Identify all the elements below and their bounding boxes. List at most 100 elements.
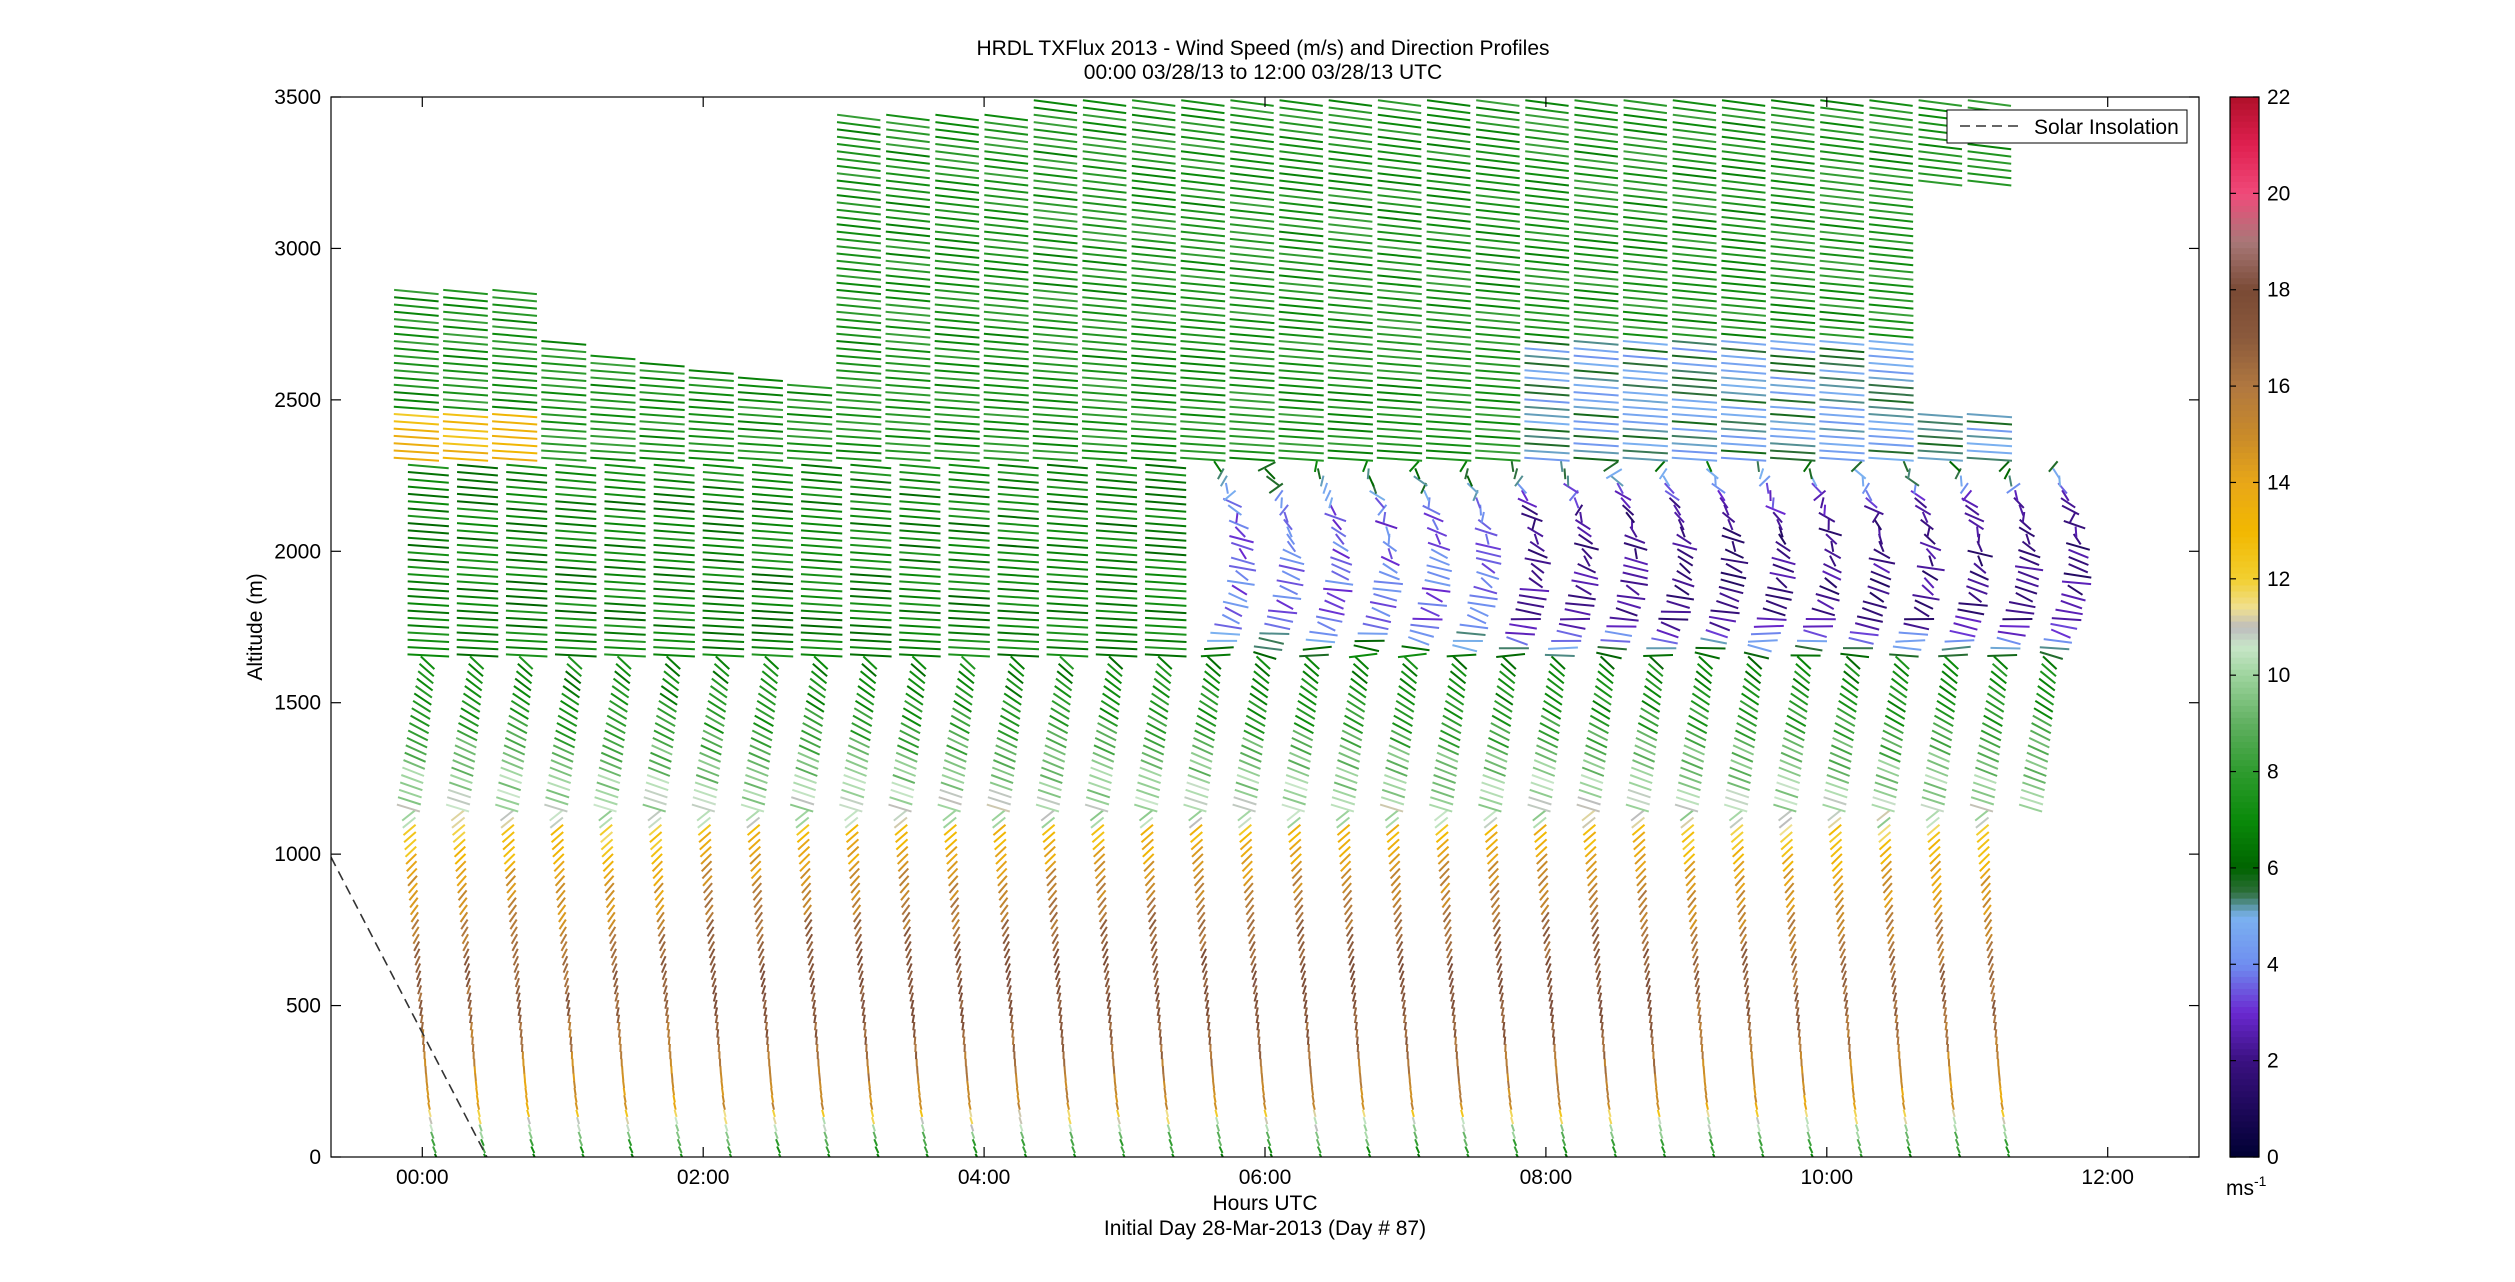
wind-barb: [1426, 288, 1471, 296]
wind-barb: [1698, 655, 1714, 670]
wind-barb: [688, 413, 734, 419]
wind-barb: [506, 882, 517, 894]
wind-barb: [796, 759, 819, 770]
colorbar-band: [2230, 506, 2259, 514]
wind-barb: [1282, 796, 1306, 806]
wind-barb: [1593, 941, 1600, 952]
wind-barb: [1144, 631, 1187, 636]
wind-barb: [1795, 663, 1811, 677]
wind-barb: [1113, 1080, 1117, 1089]
wind-barb: [813, 1021, 818, 1031]
colorbar-band: [2230, 608, 2259, 616]
wind-barb: [1386, 831, 1400, 844]
wind-barb: [1311, 1094, 1315, 1103]
wind-barb: [1399, 677, 1417, 692]
wind-barb: [983, 456, 1029, 462]
wind-barb: [512, 692, 531, 706]
wind-barb: [462, 692, 482, 706]
wind-barb: [1868, 310, 1914, 317]
wind-barb: [1721, 369, 1767, 375]
wind-barb: [801, 729, 822, 742]
wind-barb: [1299, 963, 1306, 974]
wind-barb: [1896, 1029, 1899, 1038]
wind-barb: [1396, 692, 1416, 706]
wind-barb: [1146, 897, 1156, 909]
wind-barb: [1180, 150, 1225, 158]
wind-barb: [1101, 941, 1109, 952]
wind-barb: [567, 655, 583, 670]
wind-barb: [541, 398, 587, 404]
wind-barb: [1868, 303, 1914, 310]
wind-barb: [456, 595, 499, 600]
wind-barb: [1302, 992, 1308, 1002]
wind-barb: [1574, 519, 1591, 531]
wind-barb: [1819, 281, 1865, 288]
wind-barb: [1328, 186, 1373, 194]
wind-barb: [1284, 781, 1308, 792]
wind-barb: [1676, 569, 1693, 582]
wind-barb: [860, 999, 866, 1009]
wind-barb: [1435, 759, 1458, 770]
wind-barb: [595, 788, 619, 799]
wind-barb: [463, 955, 470, 966]
wind-barb: [1081, 434, 1128, 440]
wind-barb: [1289, 845, 1302, 858]
wind-barb: [1770, 150, 1815, 158]
wind-barb: [1684, 860, 1696, 872]
wind-barb: [1868, 245, 1914, 252]
wind-barb: [1116, 1116, 1121, 1125]
wind-barb: [1620, 497, 1631, 509]
wind-barb: [456, 543, 499, 549]
wind-barb: [615, 999, 620, 1009]
wind-barb: [399, 781, 423, 792]
wind-barb: [1969, 803, 1994, 813]
wind-barb: [455, 736, 477, 749]
wind-barb: [1914, 504, 1932, 516]
wind-barb: [1801, 1080, 1805, 1089]
wind-barb: [402, 823, 417, 836]
wind-barb: [836, 369, 882, 375]
wind-barb: [1622, 325, 1668, 332]
wind-barb: [1496, 653, 1526, 658]
wind-barb: [1102, 692, 1121, 706]
wind-barb: [1581, 809, 1596, 822]
wind-barb: [1544, 653, 1575, 657]
wind-barb: [541, 456, 587, 462]
wind-barb: [1479, 796, 1503, 806]
wind-barb: [1738, 919, 1747, 930]
wind-barb: [1298, 948, 1306, 959]
wind-barb: [505, 573, 548, 578]
wind-barb: [1229, 434, 1275, 440]
wind-barb: [1144, 867, 1155, 880]
wind-barb: [1514, 475, 1524, 487]
wind-barb: [1790, 692, 1809, 706]
wind-barb: [814, 1029, 818, 1038]
wind-barb: [1855, 1131, 1861, 1139]
wind-barb: [1633, 838, 1646, 851]
colorbar-band: [2230, 753, 2259, 761]
colorbar-band: [2230, 747, 2259, 755]
wind-barb: [691, 803, 716, 813]
wind-barb: [1095, 587, 1138, 593]
wind-barb: [1778, 526, 1784, 538]
wind-barb: [1033, 150, 1078, 158]
wind-barb: [1377, 135, 1422, 144]
wind-barb: [898, 867, 910, 880]
wind-barb: [899, 595, 941, 600]
colorbar-band: [2230, 777, 2259, 785]
wind-barb: [1452, 655, 1468, 670]
wind-barb: [1721, 157, 1766, 165]
wind-barb: [442, 449, 489, 455]
wind-barb: [1672, 143, 1717, 151]
wind-barb: [675, 1131, 681, 1139]
wind-barb: [612, 970, 618, 981]
wind-barb: [1057, 999, 1062, 1009]
wind-barb: [1095, 573, 1138, 578]
wind-barb: [1959, 482, 1969, 495]
wind-barb: [1213, 1094, 1217, 1103]
wind-barb: [1889, 955, 1896, 966]
wind-barb: [639, 361, 685, 368]
wind-barb: [1097, 897, 1107, 909]
wind-barb: [1770, 121, 1815, 129]
wind-barb: [1574, 504, 1584, 516]
